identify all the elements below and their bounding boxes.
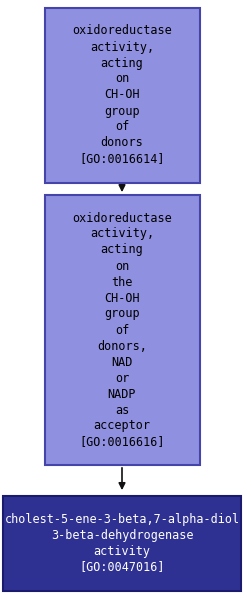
Text: oxidoreductase
activity,
acting
on
the
CH-OH
group
of
donors,
NAD
or
NADP
as
acc: oxidoreductase activity, acting on the C… (72, 212, 172, 448)
FancyBboxPatch shape (3, 496, 241, 590)
Text: cholest-5-ene-3-beta,7-alpha-diol
3-beta-dehydrogenase
activity
[GO:0047016]: cholest-5-ene-3-beta,7-alpha-diol 3-beta… (4, 512, 240, 573)
Text: oxidoreductase
activity,
acting
on
CH-OH
group
of
donors
[GO:0016614]: oxidoreductase activity, acting on CH-OH… (72, 25, 172, 166)
FancyBboxPatch shape (44, 8, 200, 182)
FancyBboxPatch shape (44, 195, 200, 465)
